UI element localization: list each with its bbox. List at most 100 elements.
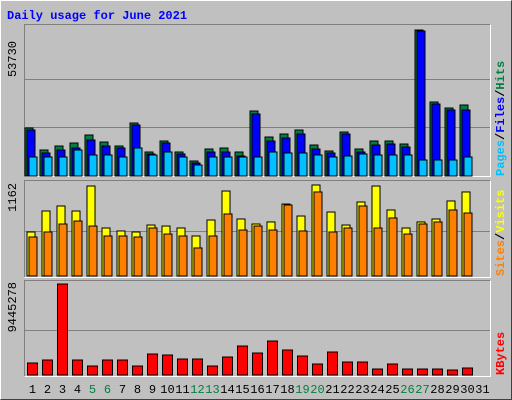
bar	[117, 359, 128, 376]
bar	[238, 156, 248, 177]
bar	[222, 356, 233, 376]
bar	[313, 154, 323, 177]
bar	[297, 355, 308, 376]
bar	[463, 156, 473, 177]
bar	[73, 149, 83, 177]
bar	[313, 191, 323, 277]
bar	[328, 156, 338, 177]
bar	[342, 361, 353, 376]
bar	[192, 358, 203, 376]
bar	[373, 154, 383, 177]
x-tick-label: 16	[250, 383, 264, 397]
bar	[447, 369, 458, 376]
bar	[88, 154, 98, 177]
bar	[402, 368, 413, 376]
bar	[103, 154, 113, 177]
x-tick-label: 28	[430, 383, 444, 397]
x-tick-label: 21	[325, 383, 339, 397]
bar	[418, 159, 428, 177]
bar	[268, 151, 278, 177]
bar	[343, 227, 353, 277]
bar	[207, 365, 218, 376]
bar	[357, 361, 368, 376]
x-tick-label: 25	[385, 383, 399, 397]
bar	[433, 221, 443, 277]
bar	[358, 205, 368, 277]
bar	[462, 367, 473, 376]
bar	[373, 227, 383, 277]
bar	[148, 227, 158, 277]
legend-entry: KBytes	[494, 332, 508, 375]
legend-separator: /	[494, 90, 508, 97]
x-tick-label: 27	[415, 383, 429, 397]
bar	[403, 233, 413, 277]
bar	[147, 353, 158, 376]
legend-entry: Pages	[494, 140, 508, 176]
bar	[87, 365, 98, 376]
x-tick-label: 18	[280, 383, 294, 397]
bar	[238, 229, 248, 277]
bar	[162, 354, 173, 376]
bar	[253, 156, 263, 177]
legend-separator: /	[494, 233, 508, 240]
bar	[298, 230, 308, 277]
legend-entry: Sites	[494, 240, 508, 276]
bar	[72, 359, 83, 376]
bar	[28, 156, 38, 177]
x-tick-label: 19	[295, 383, 309, 397]
bar	[163, 233, 173, 277]
legend-entry: Hits	[494, 61, 508, 90]
bar	[463, 212, 473, 277]
bar	[73, 220, 83, 277]
bar	[178, 156, 188, 177]
bar	[268, 229, 278, 277]
x-tick-label: 6	[104, 383, 111, 397]
bar	[388, 217, 398, 277]
bar	[416, 30, 426, 177]
x-tick-label: 10	[160, 383, 174, 397]
x-tick-label: 14	[220, 383, 234, 397]
panel-shadow	[24, 180, 491, 278]
x-tick-label: 26	[400, 383, 414, 397]
x-tick-label: 1	[29, 383, 36, 397]
bar	[312, 363, 323, 376]
bar	[267, 340, 278, 376]
bar	[57, 283, 68, 376]
bar	[253, 225, 263, 277]
y-max-label: 9445278	[6, 282, 20, 332]
bar	[223, 156, 233, 177]
x-tick-label: 12	[190, 383, 204, 397]
bar	[163, 151, 173, 177]
x-tick-label: 24	[370, 383, 384, 397]
x-tick-label: 7	[119, 383, 126, 397]
legend: Sites/Visits	[494, 190, 508, 276]
x-tick-label: 22	[340, 383, 354, 397]
bar	[43, 156, 53, 177]
bar	[372, 368, 383, 376]
bar	[118, 156, 128, 177]
bar	[88, 225, 98, 277]
bar	[223, 213, 233, 277]
x-tick-label: 23	[355, 383, 369, 397]
legend: Pages/Files/Hits	[494, 61, 508, 176]
x-tick-label: 29	[445, 383, 459, 397]
bar	[433, 159, 443, 177]
bar	[388, 154, 398, 177]
bar	[208, 156, 218, 177]
bar	[298, 152, 308, 177]
bar	[387, 363, 398, 376]
x-tick-label: 4	[74, 383, 81, 397]
legend-separator: /	[494, 133, 508, 140]
legend-entry: Files	[494, 97, 508, 133]
bar	[103, 235, 113, 277]
bar	[43, 231, 53, 277]
bar	[58, 156, 68, 177]
bar	[237, 345, 248, 376]
bar	[177, 358, 188, 376]
bar	[132, 365, 143, 376]
x-tick-label: 17	[265, 383, 279, 397]
bar	[403, 154, 413, 177]
x-tick-label: 11	[175, 383, 189, 397]
